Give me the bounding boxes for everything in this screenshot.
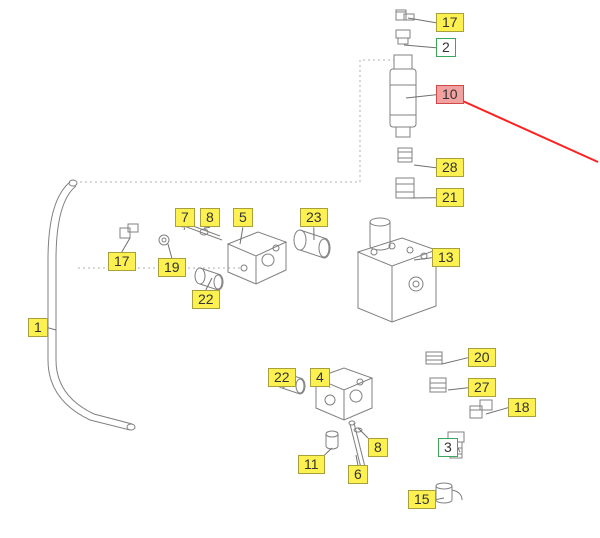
callout-22a: 22: [192, 290, 220, 309]
callout-21: 21: [436, 188, 464, 207]
callout-22b: 22: [268, 368, 296, 387]
leader-5: [240, 227, 243, 244]
callout-8a: 8: [200, 208, 220, 227]
leader-13: [414, 258, 432, 260]
callout-5: 5: [233, 208, 253, 227]
leader-15: [436, 498, 444, 500]
callout-20: 20: [468, 348, 496, 367]
callout-2: 2: [436, 38, 456, 57]
leader-10: [406, 95, 436, 98]
callout-19: 19: [158, 258, 186, 277]
callout-4: 4: [310, 368, 330, 387]
leader-18: [486, 408, 508, 414]
callout-17b: 17: [108, 252, 136, 271]
callout-3: 3: [438, 438, 458, 457]
callout-13: 13: [432, 248, 460, 267]
leader-2: [404, 45, 436, 48]
leader-8b: [358, 428, 368, 438]
leader-7: [184, 227, 185, 230]
highlight-arrow-line: [456, 98, 598, 162]
callout-17a: 17: [436, 13, 464, 32]
leader-17b: [122, 238, 130, 252]
leader-20: [442, 358, 468, 364]
callout-8b: 8: [368, 438, 388, 457]
leader-27: [448, 388, 468, 390]
callout-11: 11: [298, 455, 325, 474]
callout-6: 6: [348, 465, 368, 484]
leader-28: [414, 165, 436, 168]
callout-15: 15: [408, 490, 436, 509]
callout-18: 18: [508, 398, 536, 417]
leader-11: [325, 448, 332, 455]
callout-27: 27: [468, 378, 496, 397]
leader-1: [48, 328, 56, 330]
callout-7: 7: [175, 208, 195, 227]
callout-10: 10: [436, 85, 464, 104]
callout-23: 23: [300, 208, 328, 227]
leader-8a: [204, 227, 210, 228]
leader-19: [168, 244, 172, 258]
callout-28: 28: [436, 158, 464, 177]
callout-1: 1: [28, 318, 48, 337]
